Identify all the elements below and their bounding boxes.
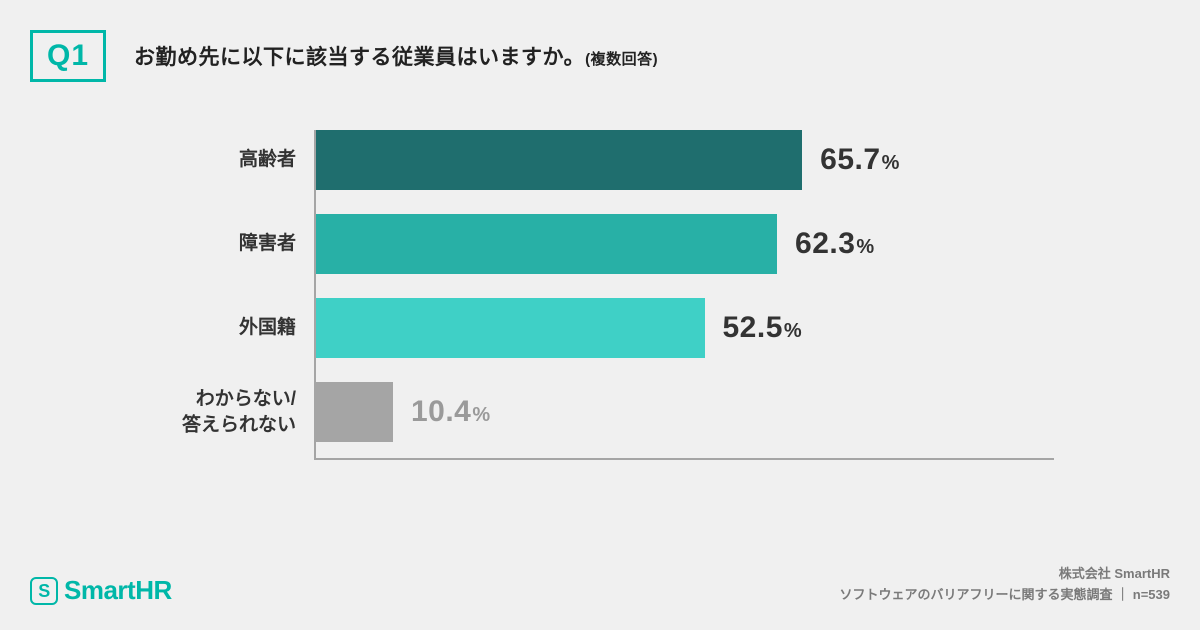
category-label: 高齢者 [239, 147, 314, 173]
chart-row: 高齢者65.7% [314, 130, 1134, 190]
value-label: 10.4% [411, 395, 491, 429]
credit-survey: ソフトウェアのバリアフリーに関する実態調査 ｜ n=539 [840, 585, 1170, 606]
credits: 株式会社 SmartHR ソフトウェアのバリアフリーに関する実態調査 ｜ n=5… [840, 564, 1170, 606]
footer: S SmartHR 株式会社 SmartHR ソフトウェアのバリアフリーに関する… [30, 564, 1170, 606]
value-label: 52.5% [723, 311, 803, 345]
category-label: 外国籍 [239, 315, 314, 341]
bar [316, 382, 393, 442]
logo: S SmartHR [30, 575, 172, 606]
credit-company: 株式会社 SmartHR [840, 564, 1170, 585]
chart-row: 障害者62.3% [314, 214, 1134, 274]
question-note: (複数回答) [585, 51, 658, 68]
category-label: 障害者 [239, 231, 314, 257]
chart-row: 外国籍52.5% [314, 298, 1134, 358]
bar-chart: 高齢者65.7% 障害者62.3% 外国籍52.5% わからない/答えられない10.4… [314, 130, 1134, 442]
logo-mark-icon: S [30, 577, 58, 605]
header: Q1 お勤め先に以下に該当する従業員はいますか。(複数回答) [0, 0, 1200, 82]
axis-horizontal [314, 458, 1054, 460]
bar [316, 298, 705, 358]
chart-row: わからない/答えられない10.4% [314, 382, 1134, 442]
question-main: お勤め先に以下に該当する従業員はいますか。 [134, 46, 585, 69]
bar [316, 130, 802, 190]
category-label: わからない/答えられない [182, 386, 314, 437]
value-label: 65.7% [820, 143, 900, 177]
value-label: 62.3% [795, 227, 875, 261]
logo-text: SmartHR [64, 575, 172, 606]
bar [316, 214, 777, 274]
question-badge: Q1 [30, 30, 106, 82]
question-text: お勤め先に以下に該当する従業員はいますか。(複数回答) [134, 41, 658, 71]
